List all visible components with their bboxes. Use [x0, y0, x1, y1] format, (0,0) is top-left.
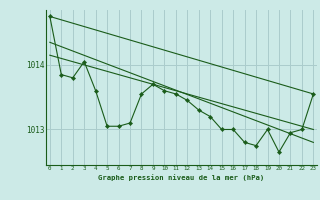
X-axis label: Graphe pression niveau de la mer (hPa): Graphe pression niveau de la mer (hPa) [99, 174, 265, 181]
